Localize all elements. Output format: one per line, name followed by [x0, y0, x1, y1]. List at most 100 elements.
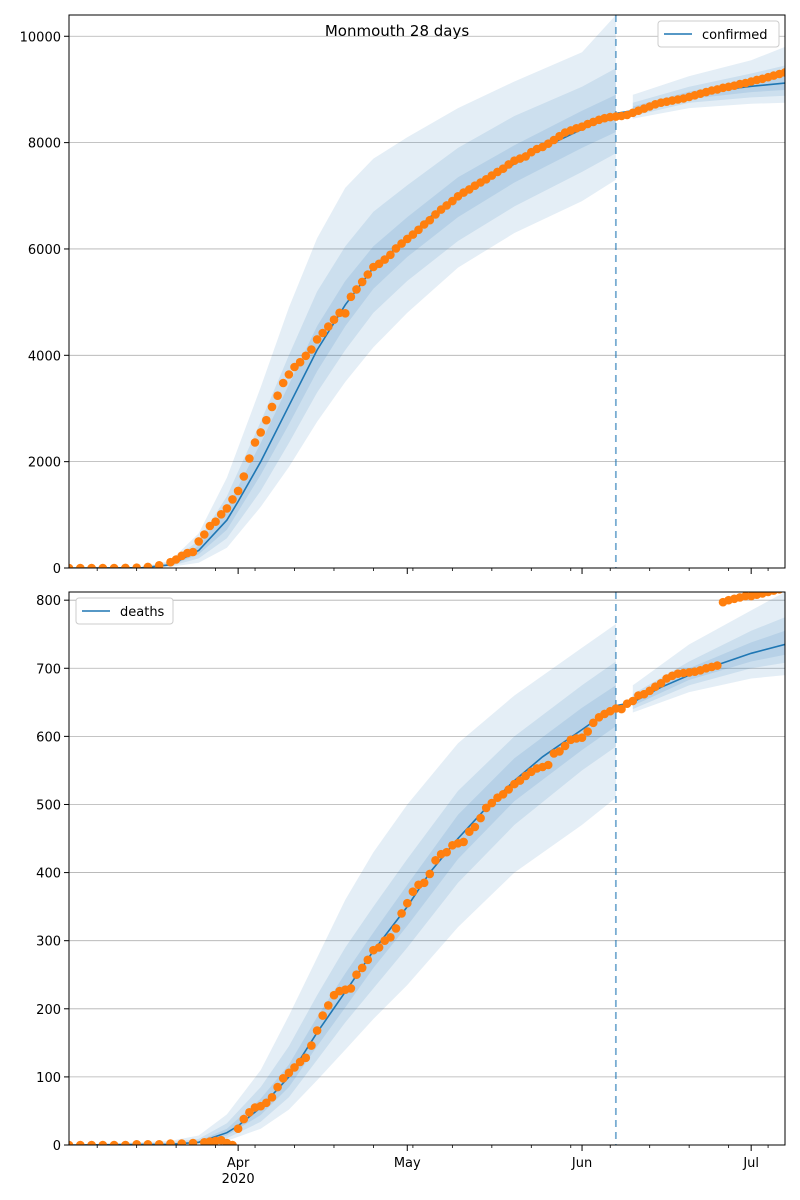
legend-confirmed: confirmed	[657, 20, 780, 48]
observed-point	[200, 530, 209, 539]
observed-point	[470, 822, 480, 832]
observed-point	[769, 592, 778, 595]
observed-point	[98, 563, 108, 568]
observed-point	[628, 696, 638, 706]
y-tick-label: 300	[36, 935, 61, 950]
observed-point	[713, 661, 722, 670]
observed-point	[352, 970, 361, 979]
observed-point	[239, 1114, 249, 1124]
observed-point	[431, 856, 440, 865]
observed-point	[397, 909, 406, 918]
y-tick-label: 0	[53, 562, 61, 577]
observed-point	[589, 718, 598, 728]
observed-point	[132, 1140, 141, 1145]
observed-point	[228, 1140, 237, 1145]
observed-point	[278, 378, 288, 388]
observed-point	[143, 1140, 153, 1145]
observed-point	[346, 292, 356, 302]
y-tick-label: 500	[36, 798, 61, 813]
observed-point	[121, 563, 130, 568]
observed-point	[121, 1140, 130, 1145]
observed-point	[188, 1138, 198, 1145]
observed-point	[166, 1139, 175, 1145]
observed-point	[515, 776, 525, 785]
observed-point	[346, 984, 356, 993]
observed-point	[188, 547, 198, 557]
observed-point	[391, 244, 401, 253]
x-tick-label: Jun	[571, 1156, 592, 1171]
observed-point	[87, 563, 96, 568]
observed-point	[98, 1140, 108, 1145]
top-observed	[69, 68, 785, 568]
observed-point	[194, 537, 203, 546]
observed-point	[312, 1026, 322, 1035]
observed-point	[577, 733, 587, 742]
observed-point	[87, 1140, 96, 1145]
y-tick-label: 2000	[28, 456, 61, 471]
observed-point	[312, 335, 322, 344]
observed-point	[284, 1068, 294, 1078]
chart-title: Monmouth 28 days	[325, 22, 470, 40]
observed-point	[363, 955, 373, 965]
observed-point	[301, 1053, 311, 1063]
observed-point	[442, 847, 452, 857]
observed-point	[245, 454, 254, 463]
observed-point	[357, 277, 367, 287]
y-tick-label: 200	[36, 1003, 61, 1018]
observed-point	[408, 887, 418, 896]
observed-point	[239, 472, 249, 481]
y-tick-label: 0	[53, 1139, 61, 1154]
observed-point	[504, 785, 513, 794]
uncertainty-band-inner	[69, 685, 616, 1145]
observed-point	[543, 760, 553, 770]
observed-point	[245, 1108, 254, 1117]
legend-deaths: deaths	[75, 597, 174, 625]
y-tick-label: 8000	[28, 137, 61, 152]
observed-point	[391, 924, 401, 933]
observed-point	[301, 351, 311, 361]
uncertainty-band-inner	[69, 94, 616, 568]
observed-point	[216, 510, 226, 519]
observed-point	[780, 68, 785, 77]
uncertainty-band-mid	[632, 617, 785, 710]
bottom-y-axis: 0 100 200 300 400 500 600 700 800	[36, 594, 69, 1154]
bottom-observed	[69, 592, 785, 1145]
observed-point	[273, 1082, 282, 1092]
uncertainty-band-outer	[69, 15, 616, 568]
y-tick-label: 800	[36, 594, 61, 609]
observed-point	[425, 869, 435, 879]
observed-point	[498, 790, 508, 799]
observed-point	[69, 1140, 74, 1145]
observed-point	[76, 1140, 85, 1145]
observed-point	[374, 943, 384, 952]
observed-point	[154, 561, 164, 568]
observed-point	[273, 391, 282, 401]
top-y-axis: 0 2000 4000 6000 8000 10000	[20, 30, 69, 577]
observed-point	[403, 898, 412, 908]
observed-point	[262, 415, 271, 425]
observed-point	[256, 428, 266, 437]
observed-point	[481, 803, 491, 813]
uncertainty-band-mid	[69, 68, 616, 568]
observed-point	[617, 704, 626, 714]
observed-point	[307, 345, 316, 354]
observed-point	[233, 1124, 243, 1133]
observed-point	[341, 309, 350, 318]
observed-point	[211, 517, 220, 526]
top-axes-frame	[68, 14, 786, 569]
legend-box	[657, 20, 780, 48]
observed-point	[250, 438, 260, 447]
observed-point	[318, 1011, 328, 1020]
y-tick-label: 700	[36, 662, 61, 677]
observed-point	[352, 285, 361, 294]
observed-point	[143, 562, 153, 568]
observed-point	[177, 1139, 187, 1145]
observed-point	[278, 1074, 288, 1083]
observed-point	[295, 357, 305, 367]
observed-point	[425, 215, 435, 225]
observed-point	[154, 1140, 164, 1145]
observed-point	[132, 563, 141, 568]
